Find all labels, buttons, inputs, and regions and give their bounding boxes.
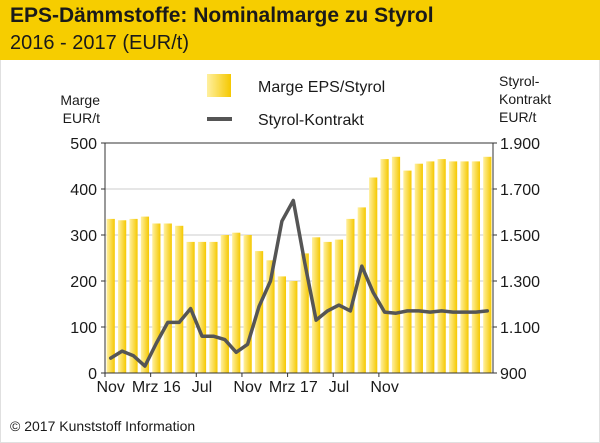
bar	[437, 159, 446, 373]
x-tick-label: Jul	[192, 379, 212, 396]
left-tick-label: 400	[70, 182, 97, 199]
bar	[346, 218, 355, 373]
bar	[175, 225, 184, 373]
right-tick-label: 1.900	[500, 136, 540, 153]
bar	[209, 241, 218, 373]
bar	[323, 241, 332, 373]
bar	[197, 241, 207, 373]
bar	[300, 253, 309, 373]
left-tick-label: 0	[88, 366, 97, 383]
bar	[220, 235, 229, 373]
x-tick-label: Mrz 16	[132, 379, 181, 396]
bar	[483, 156, 492, 373]
copyright-text: © 2017 Kunststoff Information	[10, 418, 196, 434]
bar	[289, 281, 298, 373]
bar	[140, 216, 150, 373]
bar	[277, 276, 286, 373]
line-series	[108, 198, 490, 368]
left-tick-label: 300	[70, 228, 97, 245]
bar	[152, 223, 161, 373]
chart-title: EPS-Dämmstoffe: Nominalmarge zu Styrol	[10, 4, 434, 27]
left-tick-label: 200	[70, 274, 97, 291]
bar	[471, 161, 480, 373]
right-tick-label: 1.700	[500, 182, 540, 199]
bar	[369, 177, 378, 373]
legend-label: Marge EPS/Styrol	[258, 79, 385, 96]
legend-swatch-bar	[207, 74, 231, 97]
bar	[380, 159, 389, 373]
bar	[266, 260, 275, 373]
right-axis-title: EUR/t	[499, 109, 536, 125]
axes: 0 100 200 300 400 500 900 1.100 1.300 1.500 1.700 1…	[60, 73, 551, 396]
bar	[426, 161, 435, 373]
left-tick-label: 500	[70, 136, 97, 153]
header-band: EPS-Dämmstoffe: Nominalmarge zu Styrol 2…	[0, 0, 600, 60]
bar	[118, 220, 127, 373]
bar	[414, 163, 423, 373]
left-axis-title: Marge	[60, 92, 100, 108]
x-tick-label: Mrz 17	[269, 379, 318, 396]
legend-label: Styrol-Kontrakt	[258, 112, 364, 129]
right-tick-label: 1.100	[500, 320, 540, 337]
x-tick-label: Nov	[370, 379, 398, 396]
x-tick-label: Jul	[329, 379, 349, 396]
x-tick-label: Nov	[233, 379, 261, 396]
right-tick-label: 900	[500, 366, 527, 383]
left-tick-label: 100	[70, 320, 97, 337]
plot-border	[104, 142, 494, 374]
bar	[106, 218, 115, 373]
bar	[391, 156, 401, 373]
bar	[163, 223, 172, 373]
bar	[232, 232, 241, 373]
bar	[448, 161, 458, 373]
chart-subtitle: 2016 - 2017 (EUR/t)	[10, 32, 189, 54]
bar	[243, 235, 252, 373]
legend: Marge EPS/Styrol Styrol-Kontrakt	[207, 74, 385, 129]
right-axis-title: Styrol-	[499, 73, 540, 89]
left-axis-title: EUR/t	[63, 110, 100, 126]
styrol-line	[108, 198, 490, 368]
right-tick-label: 1.500	[500, 228, 540, 245]
bar	[312, 237, 321, 373]
right-axis-title: Kontrakt	[499, 91, 551, 107]
bar	[129, 218, 138, 373]
bar	[403, 170, 412, 373]
bar	[460, 161, 469, 373]
x-tick-label: Nov	[96, 379, 124, 396]
right-tick-label: 1.300	[500, 274, 540, 291]
bar	[357, 207, 366, 373]
